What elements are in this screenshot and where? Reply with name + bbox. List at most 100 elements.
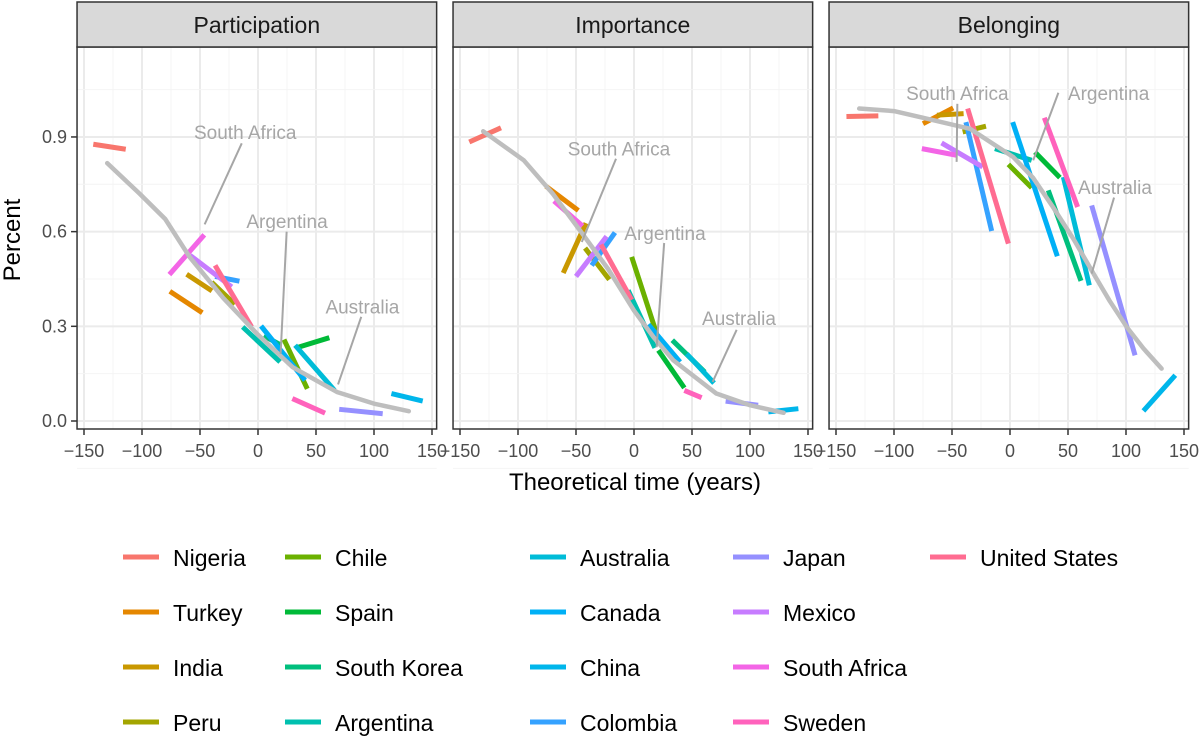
x-tick-label: 50	[306, 441, 326, 461]
x-tick-label: 150	[793, 441, 823, 461]
x-tick-label: 50	[1058, 441, 1078, 461]
segment-turkey	[168, 289, 204, 315]
x-tick-label: −100	[122, 441, 163, 461]
legend: Nigeria Turkey India Peru Chile Spain South Ko…	[123, 545, 1118, 736]
annotation-leader	[1090, 197, 1116, 274]
x-tick-label: −100	[874, 441, 915, 461]
segment-china	[1141, 373, 1178, 413]
legend-label: Spain	[335, 600, 394, 626]
legend-label: Nigeria	[173, 545, 246, 571]
annotation-label: Australia	[325, 297, 399, 318]
legend-item-colombia: Colombia	[530, 710, 677, 736]
x-axis-label: Theoretical time (years)	[509, 469, 761, 496]
smooth-curve	[480, 129, 786, 416]
segment-spain	[1033, 150, 1062, 180]
segment-australia	[684, 352, 716, 385]
y-tick-label: 0.3	[42, 316, 67, 336]
x-tick-label: 100	[1111, 441, 1141, 461]
segment-spain	[656, 348, 687, 390]
legend-label: Turkey	[173, 600, 243, 626]
segment-nigeria	[846, 113, 879, 119]
legend-item-chile: Chile	[285, 545, 387, 571]
legend-item-nigeria: Nigeria	[123, 545, 246, 571]
segment-india	[936, 111, 964, 118]
facet-title: Importance	[575, 12, 690, 38]
annotation-label: Argentina	[624, 224, 706, 245]
segment-canada	[1010, 121, 1060, 258]
x-tick-label: −50	[185, 441, 216, 461]
segment-spain	[295, 335, 331, 351]
segment-nigeria	[92, 141, 127, 152]
annotation-leader	[203, 142, 243, 225]
panel-background	[453, 47, 813, 429]
legend-item-australia: Australia	[530, 545, 670, 571]
segment-japan	[338, 406, 383, 417]
x-tick-label: 0	[1005, 441, 1015, 461]
x-tick-label: 0	[629, 441, 639, 461]
legend-label: Sweden	[783, 710, 866, 736]
annotation-label: Argentina	[246, 212, 328, 233]
x-tick-label: 50	[682, 441, 702, 461]
legend-label: South Africa	[783, 655, 907, 681]
x-tick-label: 150	[417, 441, 447, 461]
segment-chile	[629, 256, 659, 335]
annotation-label: South Africa	[194, 123, 297, 144]
annotation-label: South Africa	[568, 140, 671, 161]
legend-item-turkey: Turkey	[123, 600, 243, 626]
legend-label: Chile	[335, 545, 387, 571]
legend-label: China	[580, 655, 640, 681]
x-tick-label: 100	[359, 441, 389, 461]
segment-china	[390, 391, 424, 404]
segment-sweden	[291, 396, 327, 416]
x-tick-label: 150	[1169, 441, 1199, 461]
panel-background	[77, 47, 437, 429]
x-tick-label: −50	[561, 441, 592, 461]
annotation-label: South Africa	[906, 84, 1009, 105]
segment-india	[185, 272, 214, 294]
segment-south-africa	[921, 146, 958, 158]
annotation-leader	[711, 329, 738, 383]
segment-peru	[583, 246, 612, 282]
facet-title: Belonging	[958, 12, 1060, 38]
facet-strip	[76, 1, 438, 48]
segment-argentina	[240, 325, 282, 364]
segment-mexico	[574, 234, 609, 278]
segment-chile	[1006, 162, 1034, 190]
legend-label: Argentina	[335, 710, 434, 736]
annotation-label: Australia	[702, 309, 776, 330]
segment-sweden	[683, 388, 703, 400]
legend-item-canada: Canada	[530, 600, 661, 626]
legend-item-china: China	[530, 655, 640, 681]
legend-item-sweden: Sweden	[733, 710, 866, 736]
x-tick-label: −100	[498, 441, 539, 461]
legend-item-peru: Peru	[123, 710, 222, 736]
legend-item-argentina: Argentina	[285, 710, 434, 736]
y-tick-label: 0.9	[42, 127, 67, 147]
x-tick-label: 0	[253, 441, 263, 461]
x-tick-label: −150	[816, 441, 857, 461]
x-tick-label: −150	[64, 441, 105, 461]
legend-label: Mexico	[783, 600, 856, 626]
facet-title: Participation	[194, 12, 321, 38]
segment-sweden	[1041, 116, 1080, 208]
y-tick-label: 0.6	[42, 222, 67, 242]
legend-item-india: India	[123, 655, 223, 681]
annotation-leader	[1032, 92, 1060, 161]
legend-item-mexico: Mexico	[733, 600, 856, 626]
x-tick-label: −150	[440, 441, 481, 461]
legend-label: Peru	[173, 710, 222, 736]
segment-australia	[293, 343, 337, 393]
annotation-leader	[337, 316, 363, 385]
annotation-leader	[955, 103, 959, 162]
annotation-label: Argentina	[1068, 84, 1150, 105]
legend-label: Japan	[783, 545, 846, 571]
legend-item-south-korea: South Korea	[285, 655, 463, 681]
segment-canada	[646, 322, 682, 364]
panel-belonging: South Africa Argentina Australia Belonging −…	[816, 1, 1199, 469]
smooth-curve	[856, 106, 1164, 371]
segment-united-states	[598, 243, 634, 302]
segment-australia	[1060, 176, 1092, 286]
segment-mexico	[940, 140, 984, 170]
legend-label: South Korea	[335, 655, 463, 681]
